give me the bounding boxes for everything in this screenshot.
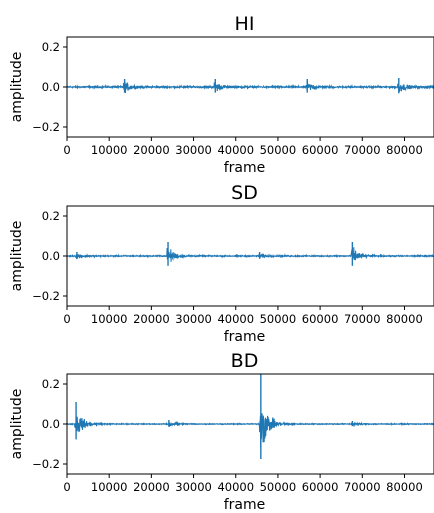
waveform-line xyxy=(67,247,434,262)
x-tick-label: 40000 xyxy=(217,312,254,326)
x-axis-label: frame xyxy=(224,497,266,513)
y-axis-label: amplitude xyxy=(9,52,25,123)
x-tick-label: 20000 xyxy=(133,312,170,326)
x-tick-label: 60000 xyxy=(302,480,339,494)
x-tick-label: 0 xyxy=(63,480,70,494)
x-tick-label: 30000 xyxy=(175,312,212,326)
y-tick-label: 0.2 xyxy=(42,209,60,223)
x-tick-label: 40000 xyxy=(217,143,254,157)
y-tick-label: 0.2 xyxy=(42,40,60,54)
x-tick-label: 0 xyxy=(63,143,70,157)
chart-panel-bd: 0 10000 20000 30000 40000 50000 60000 70000 8000… xyxy=(9,350,434,513)
y-tick-label: −0.2 xyxy=(32,289,60,303)
waveform-line xyxy=(67,413,434,448)
y-tick-label: −0.2 xyxy=(32,120,60,134)
x-tick-label: 10000 xyxy=(91,143,128,157)
x-tick-label: 70000 xyxy=(344,312,381,326)
x-tick-label: 20000 xyxy=(133,480,170,494)
x-axis-label: frame xyxy=(224,160,266,176)
x-tick-label: 0 xyxy=(63,312,70,326)
x-tick-label: 10000 xyxy=(91,480,128,494)
x-tick-label: 10000 xyxy=(91,312,128,326)
x-tick-label: 30000 xyxy=(175,143,212,157)
chart-panel-hi: 0 10000 20000 30000 40000 50000 60000 70000 8000… xyxy=(9,13,434,176)
y-tick-label: −0.2 xyxy=(32,457,60,471)
x-tick-label: 70000 xyxy=(344,143,381,157)
x-tick-label: 50000 xyxy=(260,143,297,157)
y-tick-label: 0.2 xyxy=(42,377,60,391)
chart-title: BD xyxy=(231,350,259,372)
x-tick-label: 60000 xyxy=(302,143,339,157)
y-tick-label: 0.0 xyxy=(42,80,60,94)
x-tick-label: 50000 xyxy=(260,312,297,326)
x-tick-label: 70000 xyxy=(344,480,381,494)
x-axis-label: frame xyxy=(224,329,266,345)
chart-title: SD xyxy=(231,182,258,204)
x-tick-label: 60000 xyxy=(302,312,339,326)
chart-title: HI xyxy=(235,13,255,35)
y-tick-label: 0.0 xyxy=(42,417,60,431)
x-tick-label: 40000 xyxy=(217,480,254,494)
waveform-line xyxy=(67,80,434,94)
y-axis-label: amplitude xyxy=(9,221,25,292)
x-tick-label: 30000 xyxy=(175,480,212,494)
y-axis-label: amplitude xyxy=(9,389,25,460)
x-tick-label: 80000 xyxy=(386,480,423,494)
y-tick-label: 0.0 xyxy=(42,249,60,263)
chart-panel-sd: 0 10000 20000 30000 40000 50000 60000 70000 8000… xyxy=(9,182,434,345)
x-tick-label: 80000 xyxy=(386,312,423,326)
x-tick-label: 80000 xyxy=(386,143,423,157)
x-tick-label: 50000 xyxy=(260,480,297,494)
x-tick-label: 20000 xyxy=(133,143,170,157)
